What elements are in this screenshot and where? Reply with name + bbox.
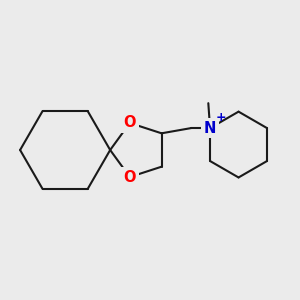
Text: O: O (124, 169, 136, 184)
Text: +: + (216, 110, 226, 124)
Text: N: N (204, 121, 216, 136)
Text: O: O (124, 116, 136, 130)
